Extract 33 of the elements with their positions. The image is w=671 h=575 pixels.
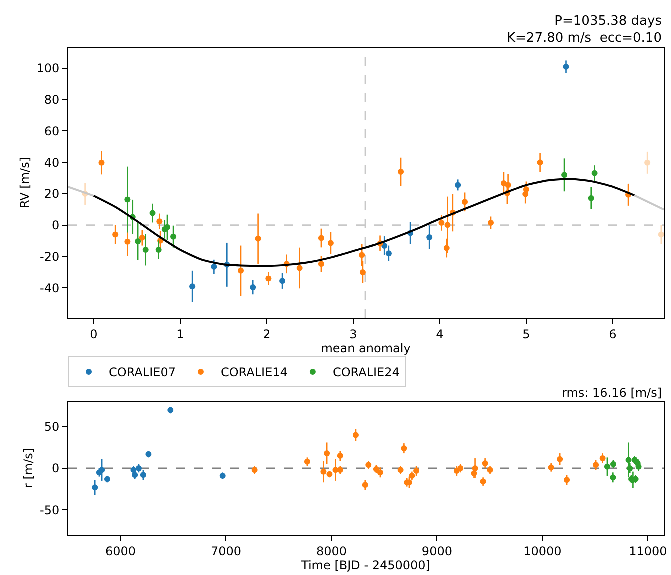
- x-tick-label: 5: [522, 327, 530, 342]
- x-tick-label: 2: [263, 327, 271, 342]
- y-axis-title: r [m/s]: [21, 448, 36, 489]
- x-axis-title: Time [BJD - 2450000]: [300, 558, 430, 572]
- legend-label: CORALIE07: [109, 366, 176, 380]
- x-axis-title: mean anomaly: [321, 341, 411, 356]
- y-tick-label: 50: [44, 420, 60, 434]
- y-tick-label: 0: [52, 218, 60, 233]
- x-tick-label: 8000: [316, 544, 347, 558]
- y-tick-label: 60: [44, 124, 60, 138]
- y-tick-label: 80: [44, 93, 60, 107]
- x-tick-label: 9000: [422, 544, 452, 558]
- y-tick-label: 100: [36, 62, 60, 76]
- y-tick-label: -50: [40, 503, 60, 518]
- y-tick-label: 0: [52, 462, 60, 476]
- y-tick-label: -20: [40, 250, 60, 264]
- x-tick-label: 6000: [105, 544, 136, 558]
- x-tick-label: 1: [176, 327, 184, 342]
- y-tick-label: 20: [44, 187, 60, 202]
- y-tick-label: -40: [40, 281, 60, 296]
- legend-label: CORALIE14: [220, 366, 288, 380]
- legend-label: CORALIE24: [332, 366, 400, 380]
- text: rms: 16.16 [m/s]: [562, 386, 662, 400]
- x-tick-label: 10000: [524, 544, 562, 558]
- y-axis-title: RV [m/s]: [18, 157, 32, 209]
- x-tick-label: 11000: [629, 544, 668, 558]
- x-tick-label: 7000: [210, 544, 242, 558]
- x-tick-label: 4: [436, 327, 444, 342]
- x-tick-label: 3: [350, 327, 358, 342]
- x-tick-label: 0: [90, 327, 98, 342]
- y-tick-label: 40: [44, 156, 60, 170]
- chart-title: P=1035.38 days K=27.80 m/s ecc=0.10: [507, 14, 662, 46]
- x-tick-label: 6: [609, 327, 617, 342]
